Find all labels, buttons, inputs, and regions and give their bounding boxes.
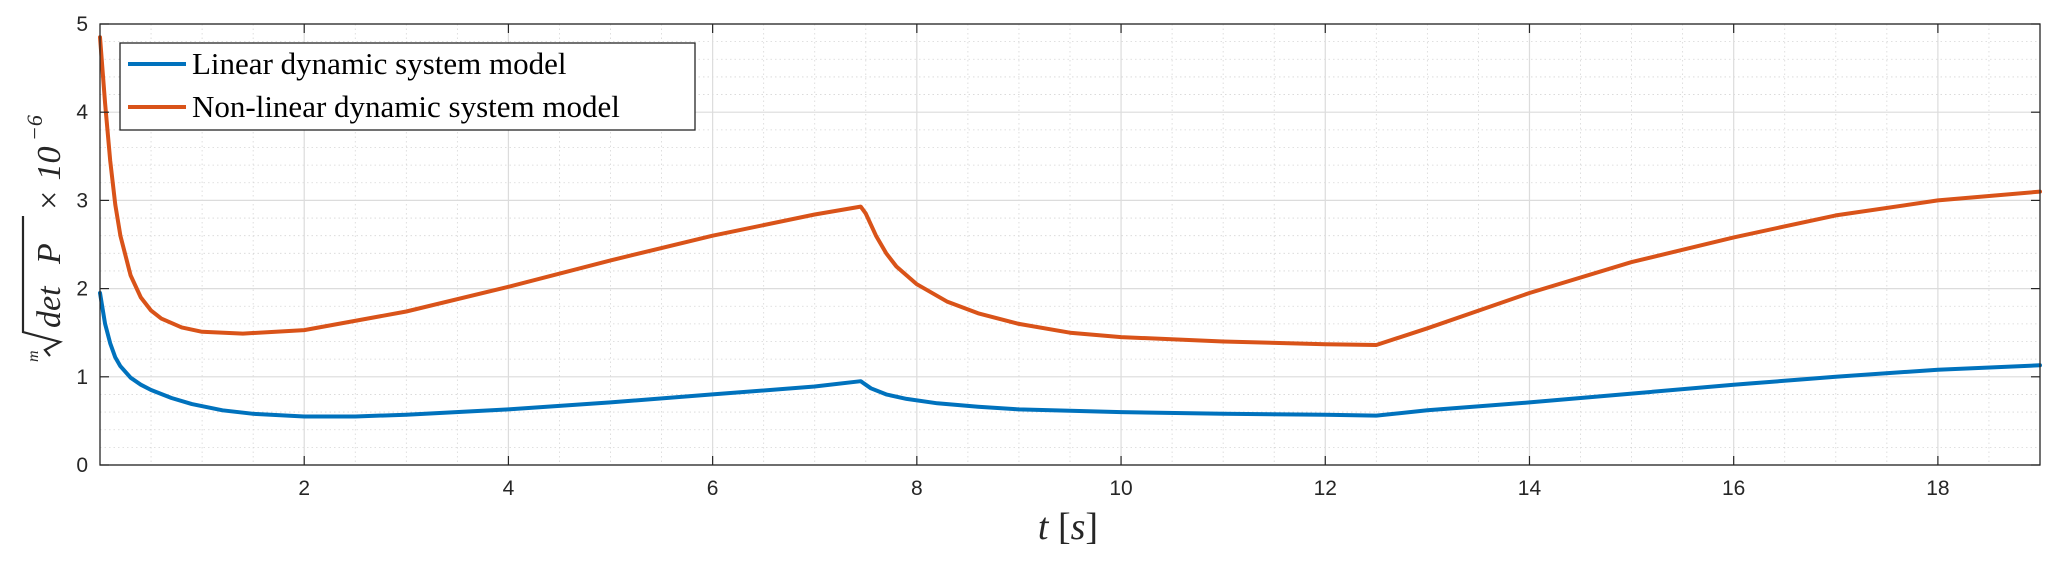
x-axis-title-var: t bbox=[1038, 506, 1050, 548]
x-tick-label: 4 bbox=[503, 477, 515, 500]
x-tick-label: 12 bbox=[1314, 477, 1337, 500]
ticks bbox=[100, 23, 2040, 466]
x-tick-label: 16 bbox=[1722, 477, 1745, 500]
y-tick-label: 1 bbox=[76, 366, 88, 389]
legend-box bbox=[119, 42, 696, 131]
x-axis-title: t [s] bbox=[1038, 506, 1098, 548]
x-tick-label: 18 bbox=[1926, 477, 1949, 500]
legend: Linear dynamic system model Non-linear d… bbox=[119, 42, 696, 131]
series-layer bbox=[98, 35, 2042, 419]
plot-frame bbox=[99, 23, 2041, 466]
x-tick-label: 14 bbox=[1518, 477, 1542, 500]
x-tick-label: 2 bbox=[298, 477, 310, 500]
y-axis-title-root-index: m bbox=[25, 350, 42, 362]
y-axis-title-radical bbox=[21, 216, 63, 357]
y-axis-title-det: det bbox=[31, 285, 68, 328]
x-tick-label: 8 bbox=[911, 477, 923, 500]
y-tick-label: 4 bbox=[76, 101, 88, 124]
legend-label-nonlinear: Non-linear dynamic system model bbox=[192, 89, 620, 124]
series-line-1 bbox=[98, 35, 2042, 347]
x-axis-title-unit: [ bbox=[1048, 506, 1070, 548]
x-tick-label: 6 bbox=[707, 477, 719, 500]
y-axis-title-exponent: −6 bbox=[22, 115, 47, 141]
x-tick-label: 10 bbox=[1109, 477, 1132, 500]
y-axis-title-p: P bbox=[31, 243, 68, 265]
x-axis-title-unit-s: s bbox=[1071, 506, 1086, 548]
legend-label-linear: Linear dynamic system model bbox=[192, 46, 566, 81]
y-axis-title-times: × 10 bbox=[31, 147, 68, 212]
y-tick-label: 5 bbox=[76, 13, 88, 36]
y-tick-label: 3 bbox=[76, 189, 88, 212]
series-line-0 bbox=[98, 291, 2042, 419]
y-axis-title: m det P × 10 −6 bbox=[21, 115, 68, 362]
y-tick-label: 2 bbox=[76, 278, 88, 301]
x-axis-title-unit-close: ] bbox=[1085, 506, 1098, 548]
y-tick-label: 0 bbox=[76, 454, 88, 477]
